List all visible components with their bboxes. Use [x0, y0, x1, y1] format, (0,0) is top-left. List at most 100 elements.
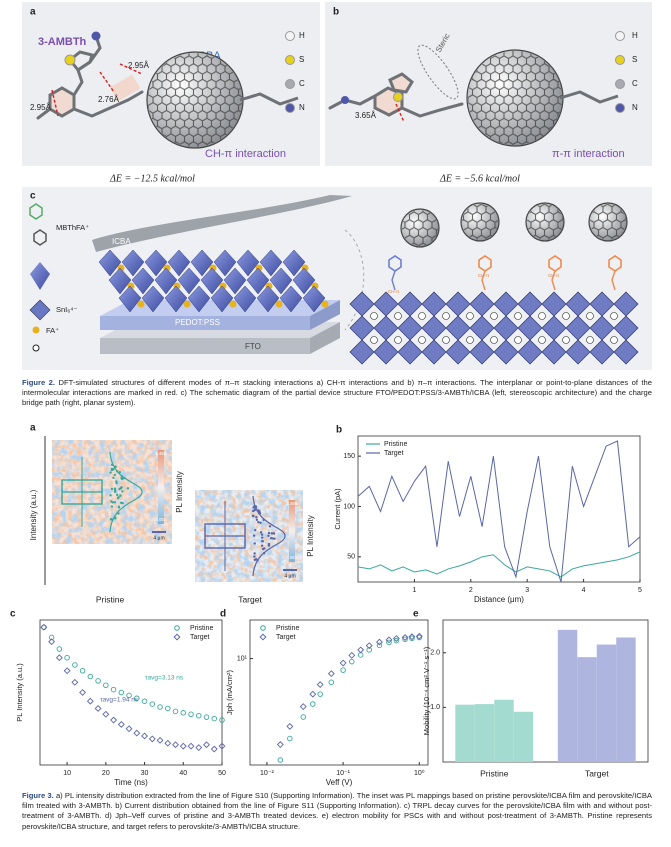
point — [196, 712, 202, 719]
point — [340, 667, 346, 673]
point — [286, 722, 294, 730]
octahedron — [210, 285, 234, 313]
density-curve — [109, 451, 143, 533]
point — [121, 501, 124, 505]
energy-label: ΔE = −12.5 kcal/mol — [109, 173, 195, 184]
point — [120, 477, 123, 480]
point — [157, 704, 163, 710]
steric-ring — [417, 44, 459, 100]
point — [48, 638, 56, 646]
point — [72, 662, 78, 668]
point — [339, 659, 347, 667]
point — [357, 652, 364, 658]
point — [110, 487, 114, 491]
point — [103, 682, 109, 689]
lattice-cation — [370, 312, 378, 320]
point — [116, 496, 120, 500]
device-stack — [92, 195, 352, 354]
fullerene-lattice — [590, 204, 626, 240]
point — [165, 705, 171, 712]
x-axis-label: Distance (μm) — [474, 595, 524, 604]
point — [261, 547, 265, 551]
lattice-cation — [610, 312, 618, 320]
point — [252, 534, 256, 537]
point — [253, 552, 256, 555]
point — [267, 531, 271, 535]
point — [117, 720, 125, 728]
point — [126, 692, 132, 699]
point — [257, 520, 260, 524]
point — [109, 471, 112, 474]
point — [187, 742, 195, 750]
bridge-label: CH-π — [388, 289, 399, 294]
point — [79, 668, 86, 674]
point — [272, 532, 276, 535]
point — [111, 501, 115, 504]
point — [210, 745, 218, 753]
lattice-cation — [442, 312, 450, 320]
octahedron — [154, 267, 178, 295]
point — [172, 741, 179, 749]
legend-label: MBThFA⁺ — [56, 223, 89, 232]
point — [327, 670, 335, 678]
point — [110, 468, 114, 472]
lattice-cation — [514, 312, 522, 320]
lattice-octahedron — [541, 339, 567, 365]
y-tick-label: 2.0 — [430, 650, 440, 657]
octahedron — [190, 249, 214, 277]
panel-label: e — [413, 609, 419, 620]
point — [110, 505, 114, 508]
layer-label: PEDOT:PSS — [175, 318, 220, 327]
x-tick-label: Target — [585, 768, 609, 778]
point — [141, 698, 148, 704]
point — [180, 710, 187, 716]
cation — [321, 300, 329, 308]
plot-frame — [249, 619, 429, 766]
point — [251, 514, 255, 518]
category-label: Target — [238, 594, 262, 604]
lattice-octahedron — [469, 339, 495, 365]
figure3-caption: Figure 3. a) PL intensity distribution e… — [22, 791, 652, 832]
side-group — [559, 90, 619, 104]
octahedron — [98, 249, 122, 277]
figure2-caption: Figure 2. DFT-simulated structures of di… — [22, 378, 652, 409]
point — [255, 515, 258, 519]
point — [117, 505, 121, 509]
point — [252, 509, 255, 513]
distance-label: 3.65Å — [355, 111, 377, 120]
point — [63, 667, 71, 675]
point — [376, 638, 383, 646]
lattice-cation — [418, 336, 426, 344]
point — [113, 490, 117, 494]
octahedron — [141, 285, 165, 313]
x-tick-label: 30 — [141, 770, 149, 777]
fullerene-lattice — [462, 204, 498, 240]
panel-label: c — [30, 191, 36, 202]
point — [260, 533, 264, 536]
point — [255, 518, 259, 522]
molecule-name: 3-AMBTh — [38, 36, 87, 48]
point — [110, 716, 118, 724]
point — [172, 708, 179, 715]
y-axis-label: Jph (mA/cm²) — [225, 669, 234, 715]
point — [95, 678, 101, 684]
atom-label: N — [299, 103, 305, 112]
lattice-octahedron — [613, 339, 639, 365]
legend-label: Pristine — [384, 441, 407, 448]
lattice-cation — [490, 336, 498, 344]
point — [357, 646, 365, 654]
lattice-cation — [538, 336, 546, 344]
legend-label: Pristine — [276, 625, 299, 632]
scale-label: 4 μm — [153, 535, 164, 541]
lattice-octahedron — [565, 339, 591, 365]
panel-label: a — [30, 7, 36, 18]
point — [317, 691, 323, 697]
series-line — [357, 551, 641, 578]
point — [401, 634, 409, 641]
point — [119, 494, 122, 497]
bridge-ring — [478, 255, 492, 272]
octahedron — [282, 249, 306, 277]
point — [316, 681, 324, 688]
point — [56, 646, 63, 652]
